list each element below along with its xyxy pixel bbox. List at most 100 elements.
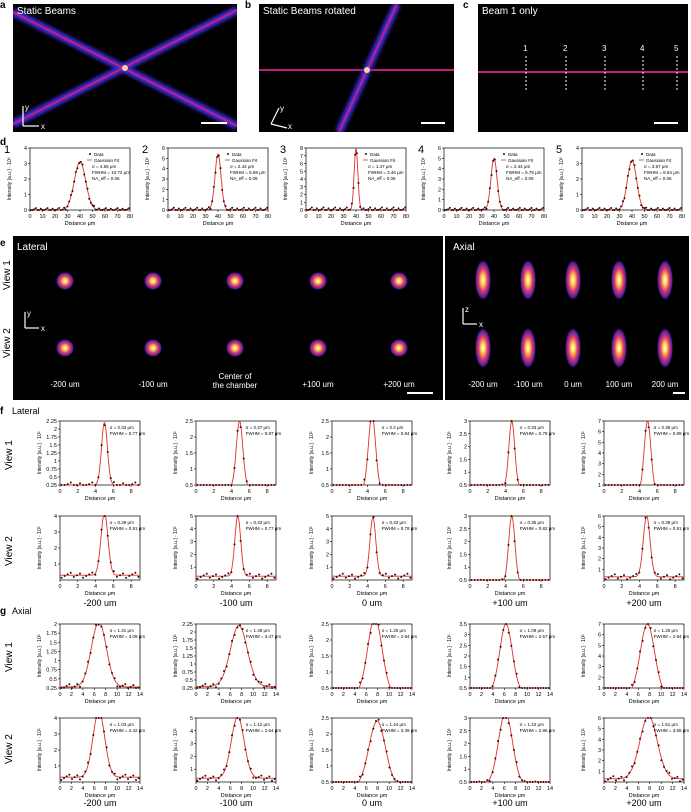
data-point xyxy=(267,574,270,577)
x-axis-label: Distance μm xyxy=(357,591,388,597)
data-point xyxy=(315,207,318,210)
data-point xyxy=(513,748,515,751)
data-point xyxy=(397,484,400,486)
data-point xyxy=(360,208,363,211)
data-point xyxy=(623,197,626,200)
data-point xyxy=(631,765,633,768)
plot-frame xyxy=(331,515,413,581)
x-axis-label: Distance μm xyxy=(495,496,526,502)
x-tick-label: 20 xyxy=(52,214,58,220)
x-tick-label: 10 xyxy=(453,214,459,220)
g-title: Axial xyxy=(12,606,32,616)
data-point xyxy=(516,571,519,574)
data-point xyxy=(241,729,244,732)
data-point xyxy=(72,575,75,578)
data-point xyxy=(97,476,100,479)
panel-label-d: d xyxy=(0,137,7,148)
x-tick-label: 10 xyxy=(524,786,530,792)
y-tick-label: 6 xyxy=(438,146,441,152)
lateral-spot-view1 xyxy=(390,272,408,290)
data-point xyxy=(229,208,232,211)
data-point xyxy=(374,207,377,210)
data-point xyxy=(407,781,409,783)
data-point xyxy=(65,775,68,778)
data-point xyxy=(475,781,478,783)
data-point xyxy=(96,208,99,211)
data-point xyxy=(635,484,638,486)
data-point xyxy=(528,208,531,211)
data-point xyxy=(607,687,609,689)
data-point xyxy=(632,574,635,577)
x-tick-label: 2 xyxy=(70,786,73,792)
y-tick-label: 0.75 xyxy=(182,670,193,676)
data-point xyxy=(678,208,681,211)
data-point xyxy=(252,776,255,779)
y-axis-label: Intensity [a.u.] · 10³ xyxy=(309,431,315,474)
data-point xyxy=(76,683,79,686)
data-point xyxy=(113,209,116,211)
x-tick-label: 0 xyxy=(304,214,307,220)
y-tick-label: 5 xyxy=(598,440,601,446)
data-point xyxy=(116,207,119,210)
axial-spot-view1 xyxy=(611,260,627,300)
y-tick-label: 1 xyxy=(326,467,329,473)
x-tick-label: 6 xyxy=(637,786,640,792)
data-point xyxy=(305,209,308,211)
data-point xyxy=(372,516,375,519)
y-axis-label: Intensity [a.u.] · 10³ xyxy=(283,157,289,200)
data-point xyxy=(369,420,372,423)
y-axis-label: Intensity [a.u.] · 10³ xyxy=(309,526,315,569)
data-point xyxy=(522,578,525,581)
data-point xyxy=(344,208,347,211)
data-point xyxy=(228,751,231,754)
data-point xyxy=(375,719,377,722)
data-point xyxy=(216,156,219,159)
x-tick-label: 6 xyxy=(112,489,115,495)
data-point xyxy=(620,205,623,208)
data-point xyxy=(356,781,359,783)
y-tick-label: 5 xyxy=(598,525,601,531)
x-tick-label: 50 xyxy=(503,214,509,220)
data-point xyxy=(504,575,507,578)
data-point xyxy=(603,207,606,210)
gaussian-plot: 0 2 4 6 8 0.5 1 1.5 2 2.5 Distance μm Intensity [a.… xyxy=(309,419,417,502)
data-point xyxy=(211,575,214,578)
x-axis-label: Distance μm xyxy=(65,221,96,227)
data-point xyxy=(66,483,69,486)
plot-number-4: 4 xyxy=(418,144,425,156)
data-point xyxy=(201,207,204,210)
x-tick-label: 6 xyxy=(93,692,96,698)
data-point xyxy=(369,533,372,536)
data-point xyxy=(497,740,499,743)
data-point xyxy=(515,761,518,764)
y-tick-label: 6 xyxy=(598,430,601,436)
data-point xyxy=(649,717,652,719)
gaussian-plot: 0 2 4 6 8 10 12 14 0.25 0.5 0.75 1 1.25 1.5 1.75 2 Dista… xyxy=(37,622,145,705)
data-point xyxy=(520,209,523,211)
data-point xyxy=(392,206,395,209)
data-point xyxy=(167,209,170,211)
y-tick-label: 1 xyxy=(464,675,467,681)
stat-text: FWHM = 3.39 μm xyxy=(382,728,418,733)
data-point xyxy=(491,771,494,774)
y-tick-label: 0.5 xyxy=(459,483,467,489)
y-tick-label: 2 xyxy=(190,754,193,760)
data-point xyxy=(89,753,92,756)
x-tick-label: 8 xyxy=(514,692,517,698)
x-tick-label: 4 xyxy=(366,584,369,590)
data-point xyxy=(648,208,651,211)
stat-text: FWHM = 0.91 μm xyxy=(654,526,690,531)
x-tick-label: 0 xyxy=(194,786,197,792)
y-tick-label: 0.5 xyxy=(459,686,467,692)
x-tick-label: 4 xyxy=(504,489,507,495)
data-point xyxy=(367,748,369,751)
gaussian-plot: 0 2 4 6 8 0.25 0.5 0.75 1 1.25 1.5 1.75 2 2.25 Distanc… xyxy=(37,419,145,502)
x-tick-label: 4 xyxy=(625,692,628,698)
data-point xyxy=(628,687,631,689)
x-tick-label: 14 xyxy=(547,786,553,792)
data-point xyxy=(381,484,384,486)
data-point xyxy=(312,209,315,211)
axial-spot-view2 xyxy=(565,328,581,368)
data-point xyxy=(131,483,134,486)
x-tick-label: 4 xyxy=(353,786,356,792)
